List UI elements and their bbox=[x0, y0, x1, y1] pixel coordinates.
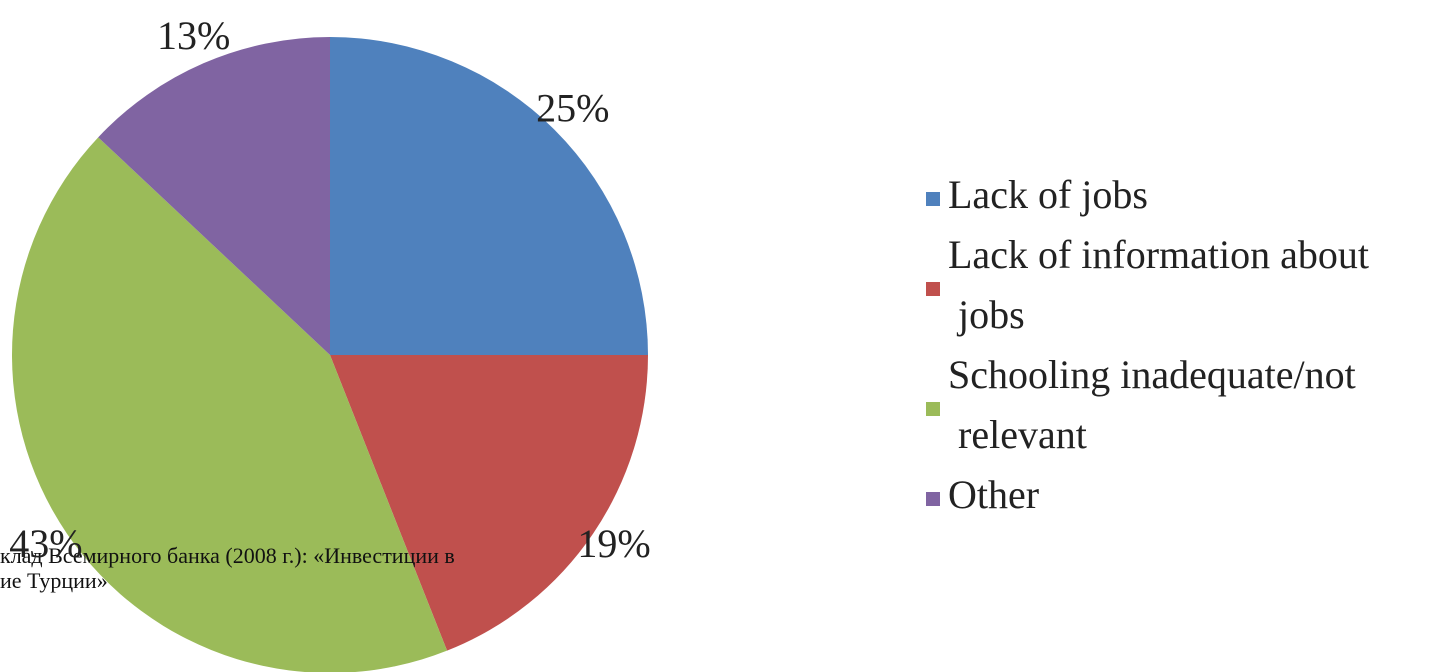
source-note: клад Всемирного банка (2008 г.): «Инвест… bbox=[0, 543, 455, 568]
pie-slice bbox=[98, 37, 330, 355]
legend-label: Other bbox=[948, 472, 1039, 517]
source-note: ие Турции» bbox=[0, 568, 108, 593]
legend-swatch bbox=[926, 192, 940, 206]
pie-slice bbox=[330, 355, 648, 651]
data-label: 13% bbox=[157, 13, 230, 58]
legend-label: Schooling inadequate/not relevant bbox=[948, 352, 1356, 457]
data-label: 43% bbox=[9, 521, 82, 566]
legend-swatch bbox=[926, 282, 940, 296]
data-label: 25% bbox=[536, 85, 609, 130]
legend-swatch bbox=[926, 402, 940, 416]
pie-slice bbox=[330, 37, 648, 355]
legend-swatch bbox=[926, 492, 940, 506]
legend-label: Lack of information about jobs bbox=[948, 232, 1369, 337]
data-label: 19% bbox=[577, 521, 650, 566]
legend-label: Lack of jobs bbox=[948, 172, 1148, 217]
pie-slice bbox=[12, 137, 448, 672]
